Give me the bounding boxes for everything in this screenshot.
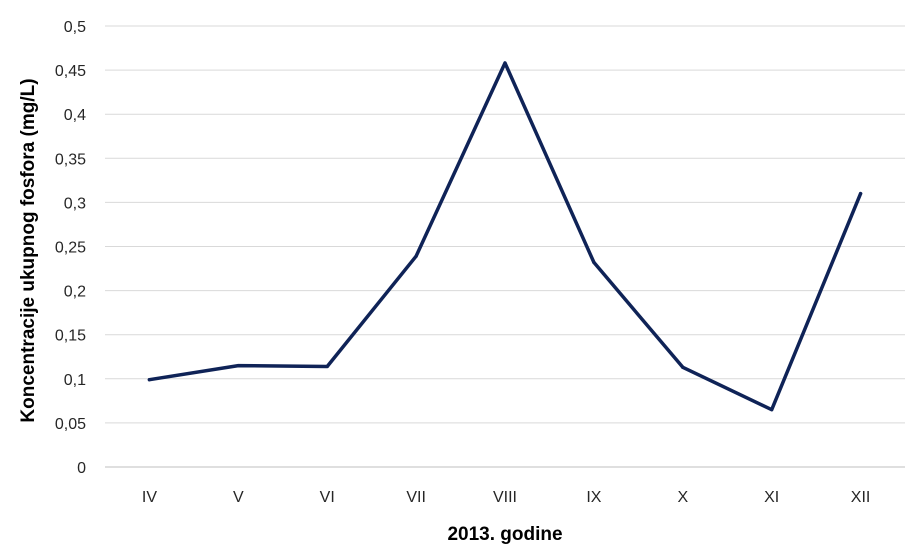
x-tick-label: IV [142, 489, 157, 506]
x-tick-label: VI [320, 489, 335, 506]
y-tick-label: 0,45 [55, 63, 86, 80]
x-tick-label: XI [764, 489, 779, 506]
y-axis-label: Koncentracije ukupnog fosfora (mg/L) [18, 78, 39, 422]
data-point [147, 378, 152, 382]
y-tick-label: 0,5 [64, 19, 86, 36]
y-tick-label: 0,3 [64, 195, 86, 212]
y-tick-label: 0,15 [55, 328, 86, 345]
data-point [770, 408, 774, 412]
y-axis-ticks: 0 0,05 0,1 0,15 0,2 0,25 0,3 0,35 0,4 0,45 0,5 [55, 19, 86, 477]
y-tick-label: 0,4 [64, 107, 86, 124]
x-tick-label: VIII [493, 489, 517, 506]
y-tick-label: 0 [77, 460, 86, 477]
data-point [503, 61, 507, 65]
series-group [147, 61, 863, 412]
x-tick-label: VII [406, 489, 426, 506]
x-tick-label: XII [851, 489, 871, 506]
x-tick-label: X [677, 489, 688, 506]
series-line [147, 61, 863, 412]
data-point [681, 365, 685, 369]
y-tick-label: 0,2 [64, 284, 86, 301]
y-tick-label: 0,25 [55, 240, 86, 257]
data-point [236, 363, 240, 368]
x-axis-label: 2013. godine [447, 524, 562, 545]
gridlines [105, 25, 905, 424]
x-tick-label: IX [586, 489, 601, 506]
x-axis-ticks: IV V VI VII VIII IX X XI XII [142, 489, 870, 506]
data-point [592, 260, 596, 264]
y-tick-label: 0,1 [64, 372, 86, 389]
data-point [325, 364, 329, 369]
data-point [414, 254, 418, 258]
x-tick-label: V [233, 489, 244, 506]
y-tick-label: 0,05 [55, 416, 86, 433]
data-point [858, 191, 863, 196]
y-tick-label: 0,35 [55, 151, 86, 168]
